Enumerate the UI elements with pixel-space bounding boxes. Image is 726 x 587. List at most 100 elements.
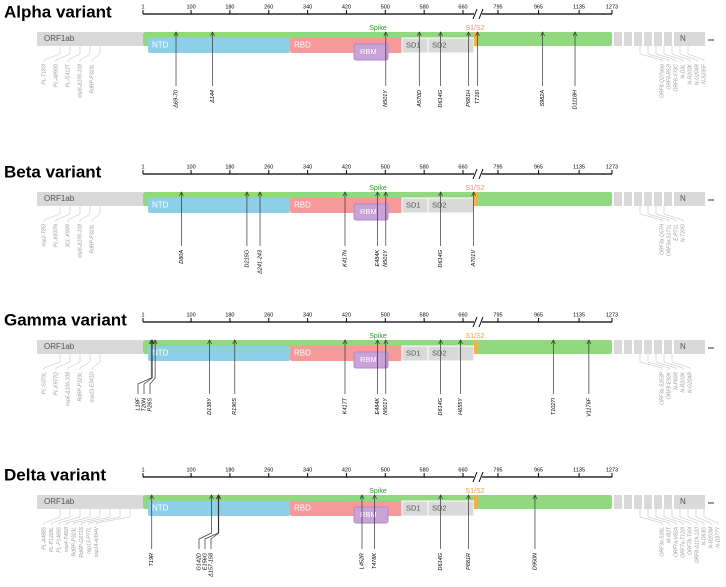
- other-mutation: ORF7a-T120I: [680, 526, 686, 557]
- orf1ab-leader: [55, 354, 71, 370]
- other-leader: [687, 509, 705, 525]
- other-leader: [663, 206, 684, 222]
- ruler-label: 1135: [573, 467, 585, 473]
- furin-label: S1/S2: [465, 25, 484, 32]
- orf1ab-label: ORF1ab: [44, 194, 75, 203]
- n-label: N: [680, 497, 686, 506]
- ntd-bar: [148, 346, 290, 361]
- ruler-label: 1135: [573, 164, 585, 170]
- other-leader: [663, 46, 684, 62]
- spike-mutation: T716I: [475, 90, 481, 105]
- spike-label: Spike: [369, 333, 387, 340]
- accessory-bar: [664, 192, 672, 206]
- orf1ab-leader: [67, 206, 81, 222]
- ruler-label: 1: [141, 467, 144, 473]
- ntd-bar: [148, 198, 290, 213]
- orf1ab-leader: [55, 206, 71, 222]
- ruler-label: 1: [141, 164, 144, 170]
- other-mutation: ORF3a-S26L: [659, 527, 665, 557]
- panel-title: Gamma variant: [4, 310, 127, 329]
- other-mutation: N-D3L: [680, 64, 686, 79]
- spike-mutation: A701V: [471, 249, 477, 268]
- orf1ab-leader: [58, 509, 81, 525]
- n-bar: [674, 192, 705, 206]
- orf1ab-mutation: PL-K977Q: [53, 372, 59, 395]
- sd1-label: SD1: [406, 200, 421, 209]
- spike-label: Spike: [369, 488, 387, 495]
- orf1ab-leader: [51, 509, 71, 525]
- accessory-bar: [664, 495, 672, 509]
- spike-mutation: E484K: [375, 398, 381, 415]
- spike-mutation: T478K: [372, 553, 378, 570]
- accessory-bar: [634, 192, 642, 206]
- ntd-label: NTD: [152, 201, 169, 210]
- spike-mutation: E156G: [202, 552, 208, 570]
- other-mutation: N-R203K: [687, 63, 693, 84]
- orf1ab-leader: [73, 509, 101, 525]
- ruler-label: 500: [381, 4, 390, 10]
- spike-mutation: Δ144: [210, 90, 216, 104]
- ruler-label: 965: [534, 312, 543, 318]
- mutation-leader: [149, 340, 156, 394]
- sd1-label: SD1: [406, 348, 421, 357]
- ruler-label: 1: [141, 4, 144, 10]
- spike-mutation: P681R: [466, 553, 472, 570]
- ruler-break: [472, 8, 484, 20]
- orf1ab-leader: [96, 509, 131, 525]
- spike-mutation: D138Y: [207, 398, 213, 415]
- other-leader: [695, 509, 712, 525]
- rbd-label: RBD: [294, 504, 311, 513]
- other-mutation: N-D63G: [701, 527, 707, 545]
- other-leader: [671, 46, 691, 62]
- ruler-label: 340: [303, 467, 312, 473]
- spike-mutation: D1118H: [572, 90, 578, 109]
- spike-mutation: R190S: [232, 398, 238, 415]
- orf1ab-mutation: nsp4-T492I: [64, 526, 70, 552]
- other-leader: [679, 509, 698, 525]
- orf1ab-label: ORF1ab: [44, 34, 75, 43]
- ruler-label: 180: [225, 312, 234, 318]
- ruler-label: 580: [420, 4, 429, 10]
- spike-mutation: T20N: [141, 398, 147, 411]
- accessory-bar: [624, 192, 632, 206]
- other-mutation: M-I82T: [666, 526, 672, 543]
- other-leader: [671, 509, 691, 525]
- other-leader: [663, 509, 684, 525]
- spike-mutation: T19R: [149, 553, 155, 566]
- ruler-label: 1273: [606, 467, 618, 473]
- other-mutation: E-P71L: [673, 224, 679, 241]
- orf1ab-mutation: PL-P1228L: [49, 527, 55, 552]
- other-mutation: ORF8-R52I: [666, 63, 672, 89]
- orf1ab-mutation: RdRP-P323L: [89, 64, 95, 94]
- ruler-label: 1273: [606, 312, 618, 318]
- ruler-break: [472, 316, 484, 328]
- ruler-label: 340: [303, 312, 312, 318]
- other-leader: [647, 354, 670, 370]
- accessory-bar: [614, 340, 622, 354]
- furin-label: S1/S2: [465, 488, 484, 495]
- spike-label: Spike: [369, 25, 387, 32]
- furin-label: S1/S2: [465, 333, 484, 340]
- other-mutation: N-G204R: [694, 64, 700, 86]
- orf1ab-leader: [91, 46, 101, 62]
- accessory-bar: [624, 495, 632, 509]
- ruler-label: 660: [458, 312, 467, 318]
- accessory-bar: [654, 32, 662, 46]
- ruler-break: [472, 168, 484, 180]
- orf1ab-mutation: 3CL-K90R: [65, 224, 71, 248]
- other-leader: [671, 354, 691, 370]
- rbd-label: RBD: [294, 349, 311, 358]
- ntd-label: NTD: [152, 504, 169, 513]
- orf1ab-mutation: RdRP-P323L: [71, 527, 77, 557]
- ruler-label: 500: [381, 164, 390, 170]
- ruler-label: 260: [264, 312, 273, 318]
- accessory-bar: [614, 192, 622, 206]
- furin-site: [474, 192, 478, 206]
- orf1ab-leader: [55, 46, 71, 62]
- orf1ab-mutation: nsp13-P77L: [86, 527, 92, 554]
- sd2-label: SD2: [432, 503, 447, 512]
- spike-mutation: D215G: [244, 249, 250, 267]
- ruler-label: 180: [225, 467, 234, 473]
- variant-panel: Alpha variant 1 100 180 260 340 420 500 580 660 79…: [4, 2, 714, 109]
